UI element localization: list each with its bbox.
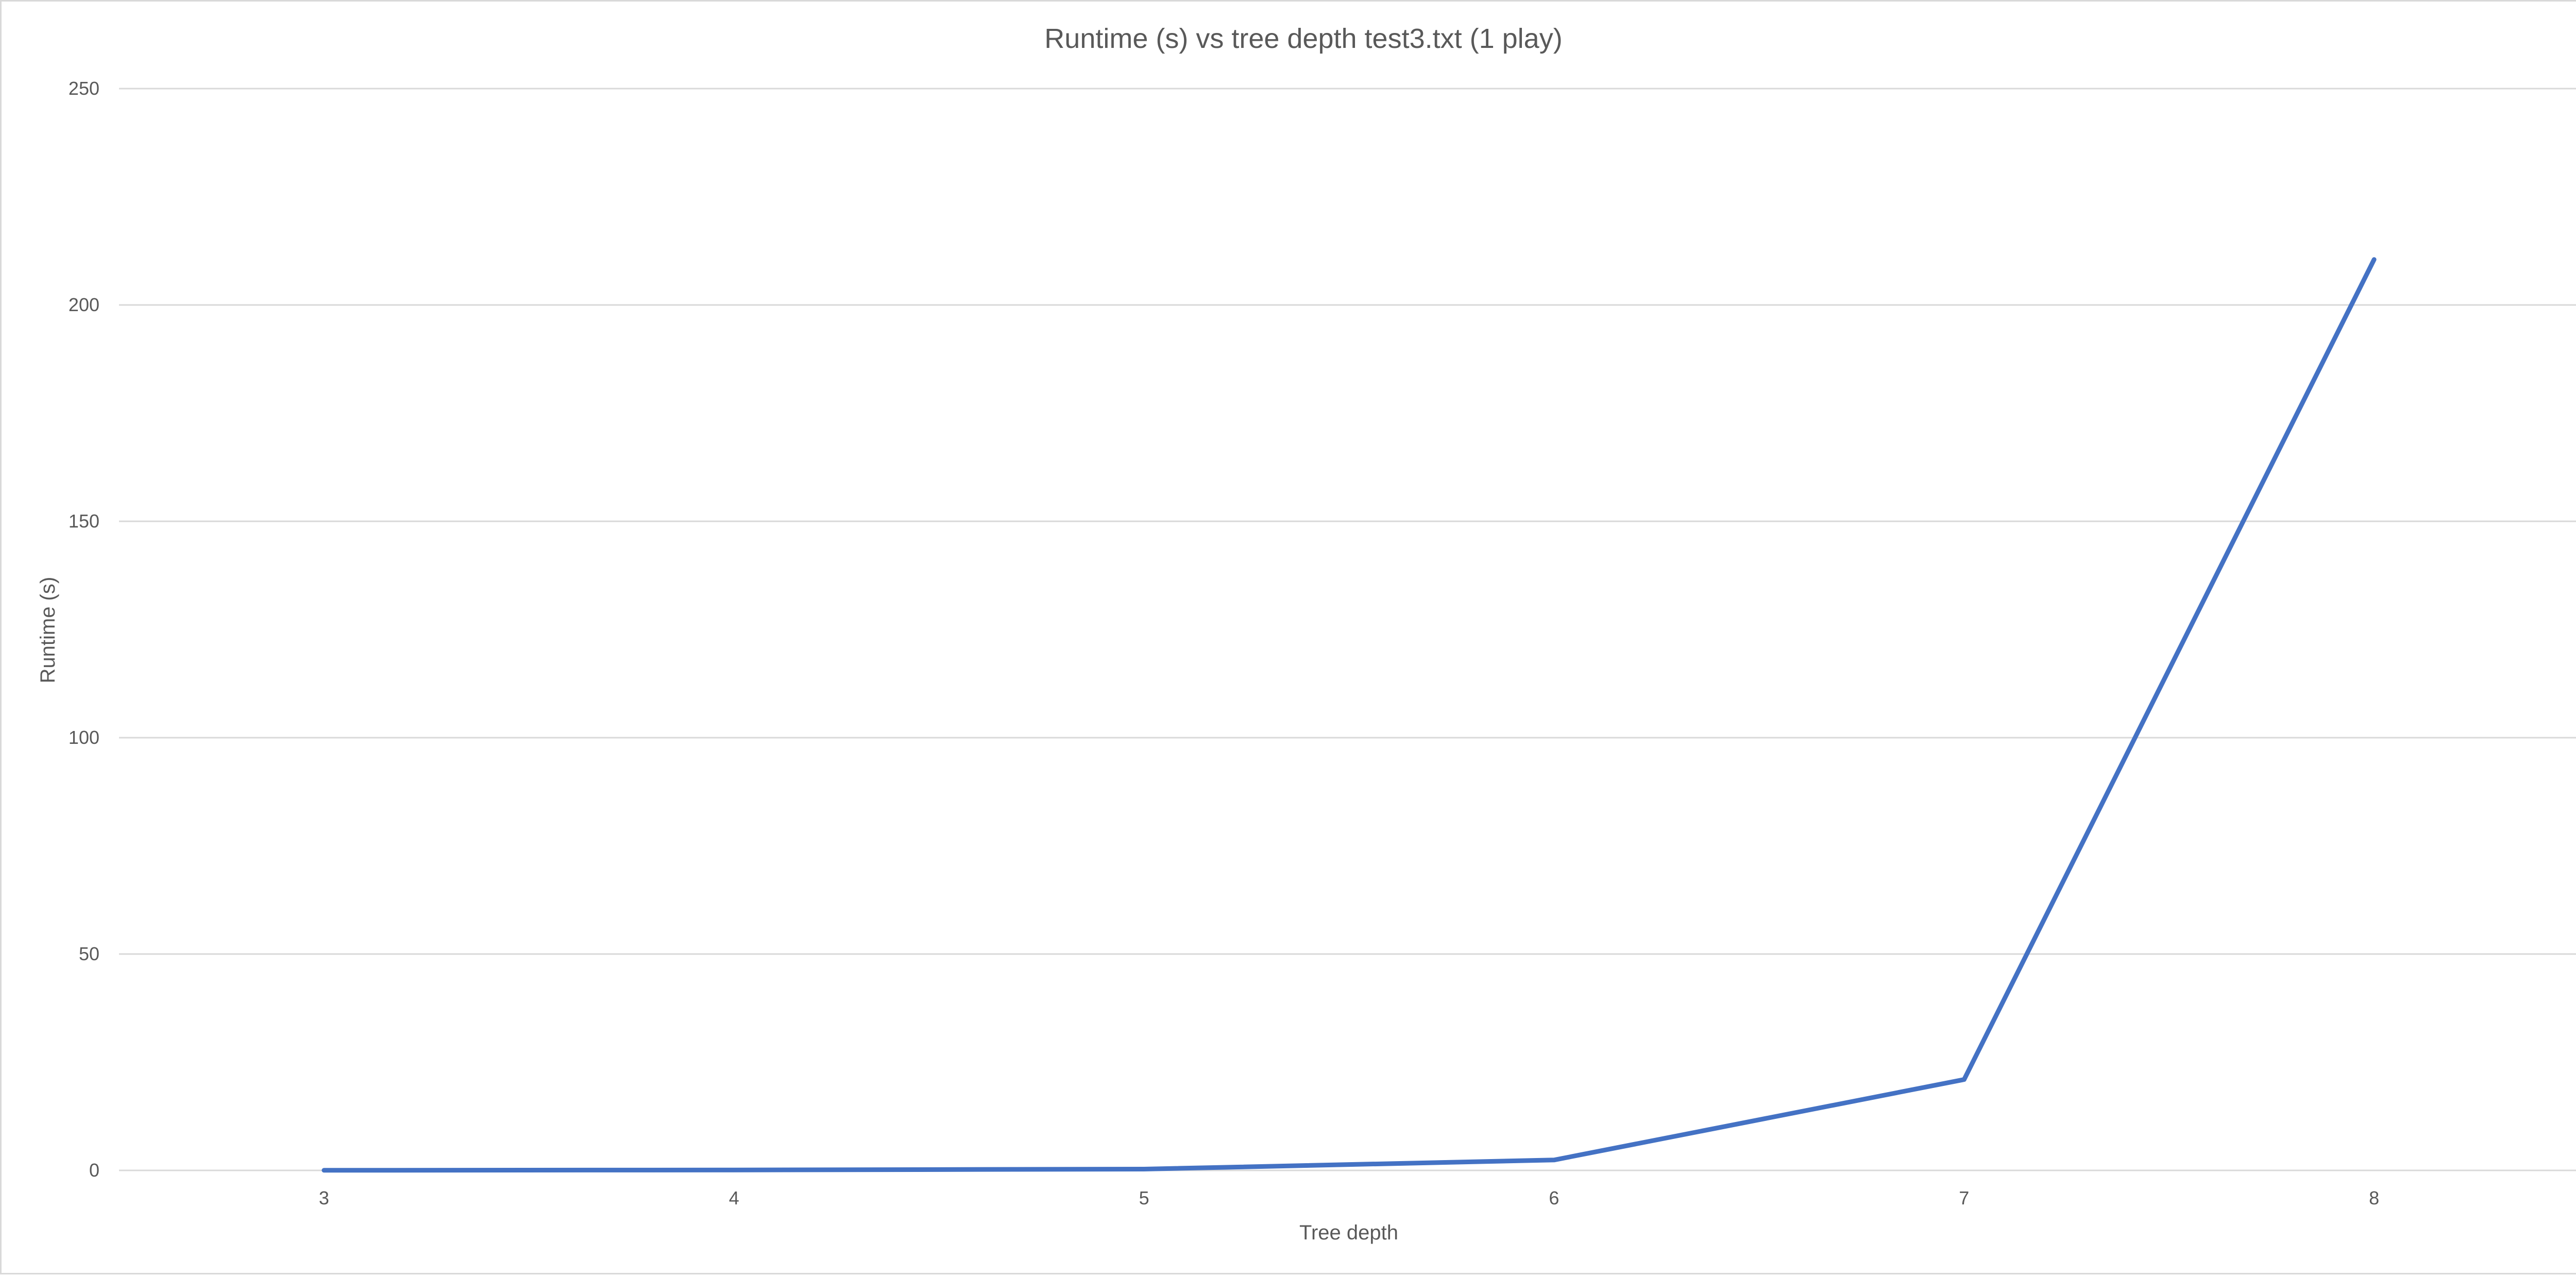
gridlines — [119, 88, 2576, 1171]
x-tick-label: 4 — [729, 1187, 739, 1209]
y-axis-label: Runtime (s) — [37, 577, 59, 684]
y-tick-label: 250 — [69, 78, 99, 99]
series-lines — [321, 257, 2377, 1173]
y-tick-label: 50 — [79, 943, 99, 964]
series-line-0 — [321, 257, 2377, 1173]
x-axis-label: Tree depth — [1299, 1221, 1398, 1244]
y-tick-label: 150 — [69, 511, 99, 532]
chart-title: Runtime (s) vs tree depth test3.txt (1 p… — [1044, 23, 1562, 54]
x-tick-label: 3 — [319, 1187, 329, 1209]
y-tick-labels: 0 50 100 150 200 250 — [69, 78, 99, 1181]
x-tick-labels: 3 4 5 6 7 8 — [319, 1187, 2379, 1209]
x-tick-label: 5 — [1139, 1187, 1149, 1209]
y-tick-label: 100 — [69, 727, 99, 748]
x-tick-label: 6 — [1549, 1187, 1559, 1209]
x-tick-label: 7 — [1959, 1187, 1969, 1209]
x-tick-label: 8 — [2369, 1187, 2379, 1209]
y-tick-label: 200 — [69, 294, 99, 315]
y-tick-label: 0 — [89, 1160, 99, 1181]
